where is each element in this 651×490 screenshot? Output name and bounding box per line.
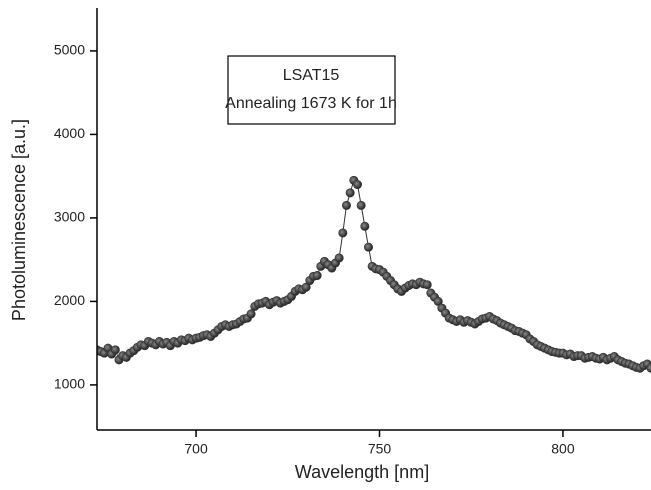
data-point (422, 280, 432, 290)
data-point (246, 309, 256, 319)
x-tick-label: 750 (368, 441, 392, 457)
data-point (334, 253, 344, 263)
data-point (345, 188, 355, 198)
y-tick-label: 1000 (54, 376, 85, 392)
data-point (360, 221, 370, 231)
y-tick-label: 2000 (54, 292, 85, 308)
y-axis-title: Photoluminescence [a.u.] (9, 119, 29, 321)
data-point (352, 180, 362, 190)
x-tick-label: 800 (551, 441, 575, 457)
x-axis-title: Wavelength [nm] (295, 462, 429, 482)
data-point (356, 200, 366, 210)
data-point (110, 345, 120, 355)
data-point (312, 271, 322, 281)
y-tick-label: 4000 (54, 125, 85, 141)
data-point (338, 228, 348, 238)
annotation-box (227, 55, 396, 125)
annotation: LSAT15 (283, 67, 340, 84)
plot-area (97, 175, 651, 373)
annotation: Annealing 1673 K for 1h (225, 95, 397, 112)
data-point (341, 200, 351, 210)
y-tick-label: 3000 (54, 209, 85, 225)
data-point (363, 242, 373, 252)
x-tick-label: 700 (184, 441, 208, 457)
y-tick-label: 5000 (54, 42, 85, 58)
